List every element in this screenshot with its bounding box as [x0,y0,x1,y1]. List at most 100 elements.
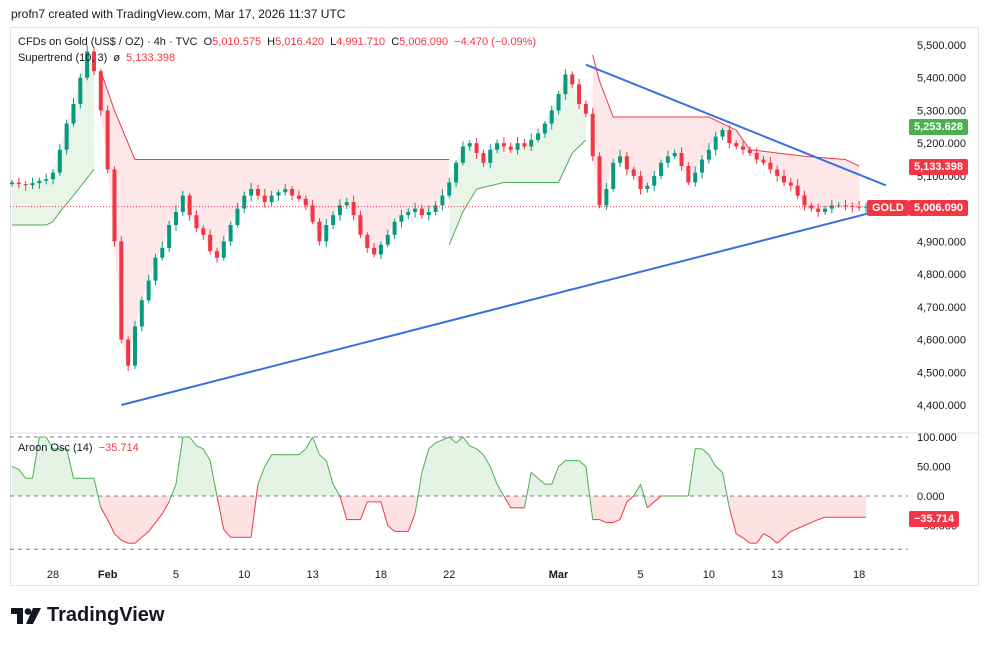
osc-line-segment [626,495,635,503]
osc-line-segment [298,448,307,456]
candle-body [597,156,602,206]
open-label: O [203,36,213,48]
candle-body [618,156,623,163]
candle-body [501,143,506,147]
osc-line-segment [11,466,20,470]
candle [829,200,834,214]
time-axis-tick-label: 22 [443,569,455,581]
candle-body [843,205,848,207]
candle [693,166,698,187]
osc-fill [462,437,470,496]
candle [577,78,582,110]
price-axis-tick-label: 4,600.000 [917,335,966,347]
candle-body [563,74,568,95]
candle-body [631,169,636,176]
candle [460,141,465,166]
osc-line-segment [578,460,587,467]
osc-fill [606,496,614,523]
candle [310,199,315,225]
osc-fill [763,496,771,538]
osc-fill [838,496,846,518]
candle [522,138,527,150]
supertrend-value: 5,133.398 [126,52,176,64]
candle-body [488,149,493,163]
osc-line-segment [66,448,74,479]
osc-line-segment [585,466,594,520]
candle [624,151,629,176]
high-label: H [267,36,276,48]
candle [570,71,575,88]
price-axis-tick-label: 4,800.000 [917,269,966,281]
osc-line-segment [647,501,655,509]
tradingview-wordmark: TradingView [47,604,165,626]
osc-line-segment [482,454,491,467]
time-axis-tick-label: Mar [549,569,569,581]
candle [802,190,807,211]
osc-line-segment [476,448,484,456]
candle-body [413,208,418,212]
candle [665,150,670,168]
candle-body [392,221,397,235]
time-axis-tick-label: 28 [47,569,59,581]
candle-body [652,175,657,186]
candle [788,178,793,192]
osc-fill [818,496,826,520]
candle-body [249,189,254,196]
osc-fill [360,496,368,520]
candle-body [139,300,144,327]
osc-line-segment [551,466,560,485]
osc-fill [73,478,81,496]
candle-body [98,71,103,111]
aroon-label: Aroon Osc (14) [18,442,93,454]
osc-line-segment [332,483,341,497]
candle [734,140,739,150]
osc-fill [845,496,853,518]
osc-line-segment [708,454,717,467]
osc-line-segment [216,495,225,530]
candle-body [146,280,151,301]
osc-fill [278,454,286,496]
osc-fill [708,454,716,496]
time-axis-tick-label: 18 [375,569,387,581]
candle [549,105,554,130]
osc-fill [223,496,231,538]
osc-fill [456,437,463,496]
osc-line-segment [558,460,566,467]
candle [645,182,650,193]
candle-body [85,51,90,78]
osc-line-segment [818,516,826,521]
candle-body [269,195,274,203]
candle-body [447,182,452,196]
osc-line-segment [421,448,430,473]
candle-body [679,153,684,167]
tradingview-logo: TradingView [11,604,164,627]
eye-slash-icon[interactable]: ø [113,52,121,64]
osc-fill [804,496,812,526]
candle [324,219,329,248]
osc-line-segment [728,507,737,534]
candle-body [816,208,821,212]
trendline [585,63,887,187]
candle-body [795,185,800,196]
candle [385,229,390,248]
candle-body [126,339,131,366]
osc-fill [476,448,484,496]
osc-line-segment [640,484,648,508]
supertrend-down-fill [100,71,450,366]
candle [399,209,404,228]
osc-fill [271,454,279,496]
osc-fill [790,496,798,532]
candle [167,220,172,253]
aroon-legend: Aroon Osc (14) −35.714 [18,442,142,454]
supertrend-up-line [12,169,95,226]
candle [672,149,677,160]
osc-fill [32,437,40,496]
osc-line-segment [319,454,327,461]
osc-fill [107,496,115,534]
osc-fill [811,496,819,523]
candle-body [372,247,377,255]
candle-body [522,143,527,147]
osc-fill [162,496,170,514]
supertrend-down-badge: 5,133.398 [909,159,968,175]
